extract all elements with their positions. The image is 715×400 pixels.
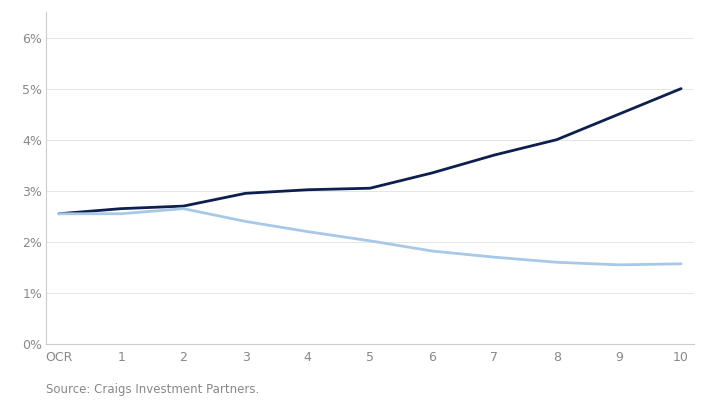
Text: Source: Craigs Investment Partners.: Source: Craigs Investment Partners. <box>46 383 260 396</box>
